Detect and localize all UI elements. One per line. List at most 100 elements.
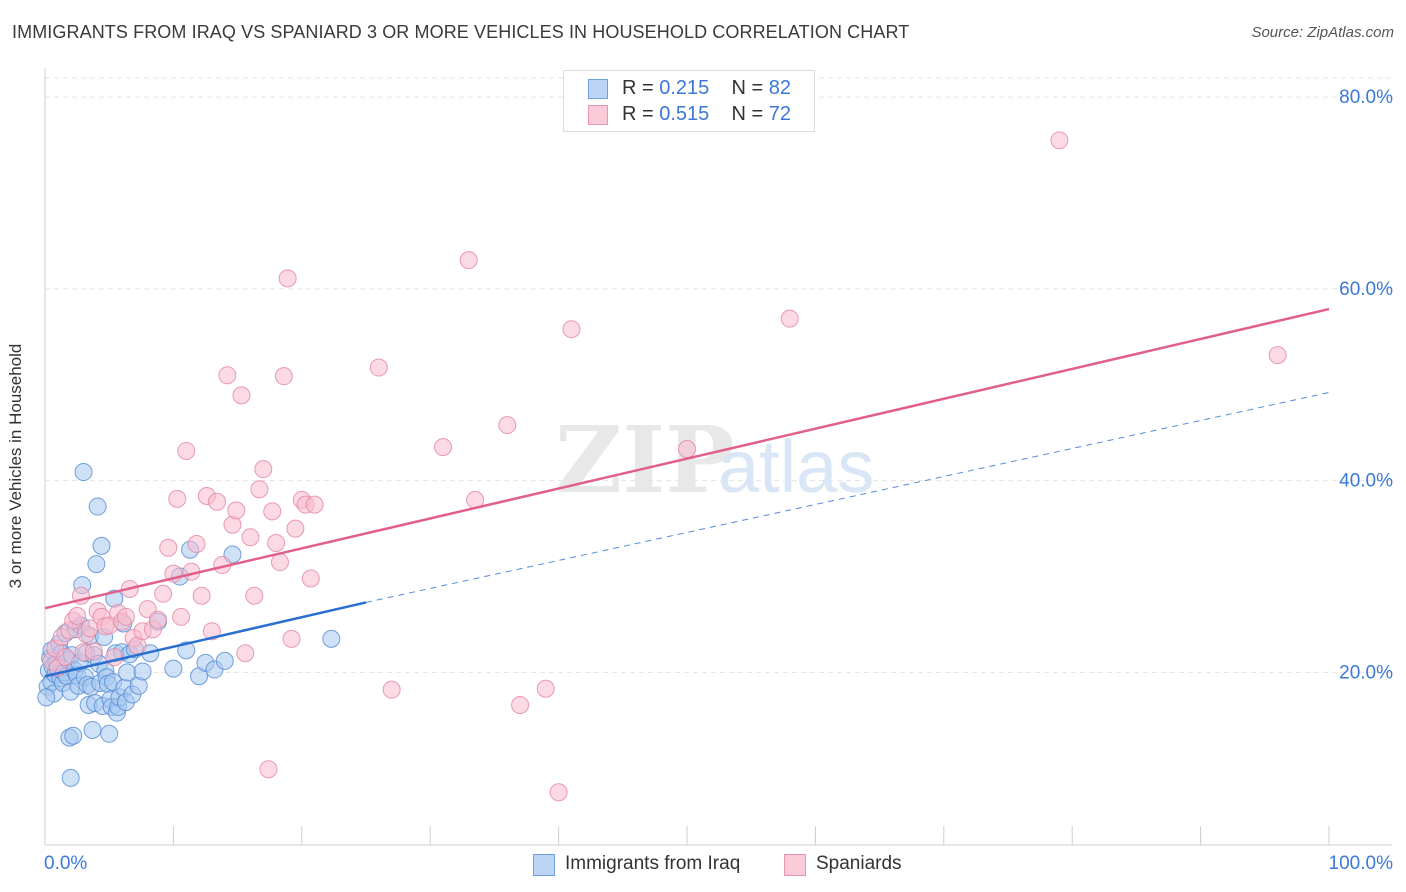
spaniard-point [232, 386, 251, 405]
iraq-point [87, 555, 106, 574]
spaniard-point [154, 584, 173, 603]
series-label-iraq: Immigrants from Iraq [565, 853, 741, 874]
y-tick-label: 20.0% [1339, 662, 1393, 683]
legend-swatch-iraq [588, 79, 608, 99]
legend-r-value-spaniards: 0.515 [659, 103, 710, 125]
spaniard-point [305, 495, 324, 514]
y-tick-label: 40.0% [1339, 471, 1393, 492]
legend-r-value-iraq: 0.215 [659, 77, 710, 99]
series-swatch-spaniards [784, 854, 806, 876]
iraq-point [88, 497, 107, 516]
iraq-trend-line [44, 601, 367, 678]
spaniard-point [1050, 131, 1069, 150]
legend-n-value-spaniards: 72 [768, 103, 792, 125]
iraq-point [74, 463, 93, 482]
legend-swatch-spaniards [588, 105, 608, 125]
spaniard-point [549, 783, 568, 802]
spaniard-point [172, 607, 191, 626]
axes-layer [44, 68, 1392, 846]
spaniard-point [282, 629, 301, 648]
iraq-point [322, 629, 341, 648]
iraq-point [61, 768, 80, 787]
iraq-point [92, 536, 111, 555]
watermark: ZIP atlas [555, 406, 874, 514]
iraq-point [64, 726, 83, 745]
spaniard-point [116, 607, 135, 626]
iraq-point [100, 724, 119, 743]
x-tick-label: 100.0% [1329, 853, 1394, 874]
x-tick-label: 0.0% [44, 853, 87, 874]
spaniard-point [254, 460, 273, 479]
spaniard-point [187, 534, 206, 553]
legend-n-label-iraq: N = [731, 77, 769, 99]
spaniard-point [159, 538, 178, 557]
iraq-point [37, 688, 56, 707]
spaniard-point [241, 528, 260, 547]
spaniard-point [382, 680, 401, 699]
points-layer [37, 131, 1287, 802]
series-legend: Immigrants from Iraq Spaniards [0, 852, 1406, 878]
spaniard-trend-line [44, 307, 1330, 610]
spaniard-point [678, 440, 696, 459]
iraq-point [133, 662, 152, 681]
spaniard-point [301, 569, 320, 588]
iraq-point [83, 720, 102, 739]
stats-legend: R = 0.215 N = 82 R = 0.515 N = 72 [563, 70, 815, 132]
spaniard-point [148, 610, 167, 629]
watermark-atlas: atlas [718, 425, 874, 508]
legend-r-label-spaniards: R = [622, 103, 660, 125]
grid-layer [45, 77, 1392, 673]
legend-text-spaniards: R = 0.515 N = 72 [622, 103, 791, 126]
spaniard-point [274, 367, 293, 386]
spaniard-point [177, 441, 196, 460]
series-swatch-iraq [533, 854, 555, 876]
spaniard-point [459, 251, 478, 270]
spaniard-point [245, 586, 264, 605]
spaniard-point [369, 358, 388, 377]
spaniard-point [84, 642, 103, 661]
chart-title: IMMIGRANTS FROM IRAQ VS SPANIARD 3 OR MO… [12, 22, 910, 42]
spaniard-point [218, 366, 237, 385]
legend-r-label-iraq: R = [622, 77, 660, 99]
y-axis-label-wrap: 3 or more Vehicles in Household [6, 344, 26, 589]
iraq-point [215, 651, 234, 670]
iraq-point [164, 659, 183, 678]
spaniard-point [780, 309, 799, 328]
trend-layer [44, 307, 1330, 678]
y-tick-label: 80.0% [1339, 87, 1393, 108]
spaniard-point [263, 502, 282, 521]
spaniard-point [56, 648, 75, 667]
watermark-zip: ZIP [555, 406, 734, 514]
spaniard-point [278, 269, 297, 288]
spaniard-point [192, 586, 211, 605]
spaniard-point [286, 519, 305, 538]
spaniard-point [498, 416, 517, 435]
iraq-point [177, 641, 196, 660]
spaniard-point [168, 489, 187, 508]
spaniard-point [259, 760, 278, 779]
spaniard-point [562, 320, 581, 339]
spaniard-point [236, 644, 255, 663]
spaniard-point [1268, 346, 1287, 365]
series-label-spaniards: Spaniards [816, 853, 902, 874]
legend-n-value-iraq: 82 [768, 77, 792, 99]
legend-text-iraq: R = 0.215 N = 82 [622, 77, 791, 100]
spaniard-point [105, 648, 124, 667]
legend-n-label-spaniards: N = [731, 103, 769, 125]
source-credit: Source: ZipAtlas.com [1251, 24, 1394, 41]
spaniard-point [227, 501, 246, 520]
spaniard-point [536, 679, 555, 698]
spaniard-point [267, 533, 286, 552]
spaniard-point [202, 622, 221, 641]
spaniard-point [270, 553, 289, 572]
y-tick-label: 60.0% [1339, 279, 1393, 300]
spaniard-point [68, 606, 87, 625]
spaniard-point [511, 696, 530, 715]
spaniard-point [434, 438, 453, 457]
spaniard-point [208, 492, 227, 511]
iraq-point [118, 663, 137, 682]
tick-labels: 20.0% 40.0% 60.0% 80.0% 0.0% 100.0% [44, 87, 1393, 874]
spaniard-point [250, 480, 269, 499]
y-axis-label: 3 or more Vehicles in Household [6, 343, 25, 589]
